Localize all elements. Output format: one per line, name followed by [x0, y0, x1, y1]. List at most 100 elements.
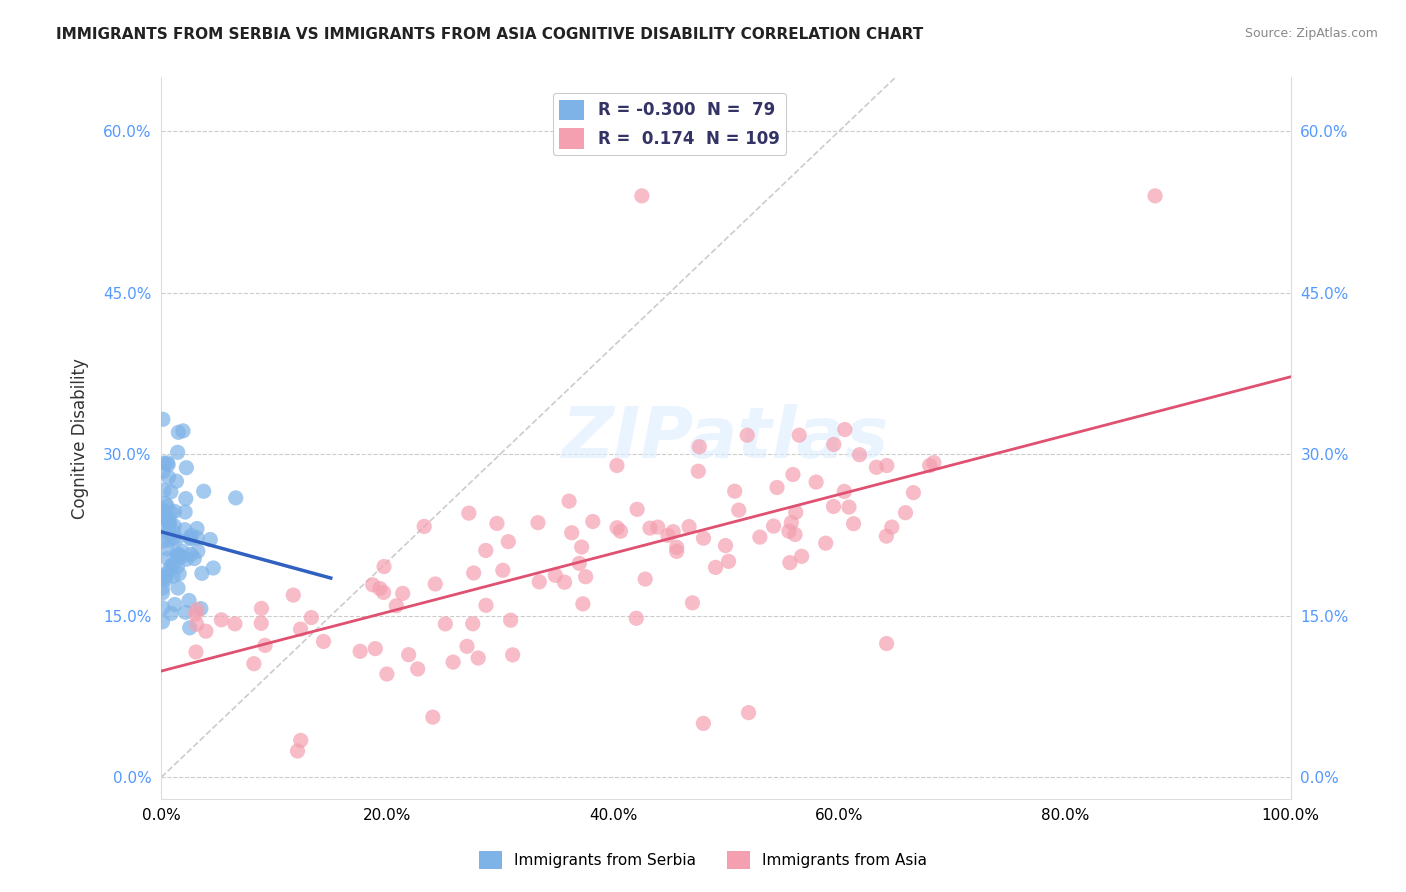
Point: [186, 617, 208, 632]
Point: [287, 744, 309, 758]
Point: [184, 607, 207, 621]
Point: [162, 569, 184, 583]
Point: [626, 502, 648, 516]
Point: [153, 496, 176, 510]
Point: [678, 519, 700, 533]
Point: [169, 549, 191, 563]
Point: [186, 602, 208, 616]
Point: [361, 578, 384, 592]
Point: [413, 519, 436, 533]
Point: [153, 456, 176, 470]
Point: [157, 512, 180, 526]
Point: [179, 531, 201, 545]
Point: [176, 460, 198, 475]
Point: [187, 544, 209, 558]
Point: [838, 500, 860, 514]
Point: [163, 557, 186, 571]
Point: [737, 706, 759, 720]
Point: [250, 601, 273, 615]
Point: [167, 566, 190, 581]
Point: [225, 491, 247, 505]
Point: [160, 484, 183, 499]
Point: [159, 516, 181, 531]
Point: [349, 644, 371, 658]
Point: [190, 601, 212, 615]
Text: IMMIGRANTS FROM SERBIA VS IMMIGRANTS FROM ASIA COGNITIVE DISABILITY CORRELATION : IMMIGRANTS FROM SERBIA VS IMMIGRANTS FRO…: [56, 27, 924, 42]
Point: [193, 484, 215, 499]
Point: [156, 541, 179, 556]
Point: [665, 541, 688, 555]
Point: [250, 616, 273, 631]
Point: [475, 543, 498, 558]
Point: [166, 532, 188, 546]
Point: [502, 648, 524, 662]
Point: [290, 622, 312, 636]
Point: [364, 641, 387, 656]
Point: [166, 474, 188, 488]
Point: [153, 510, 176, 524]
Point: [157, 470, 180, 484]
Point: [163, 598, 186, 612]
Point: [834, 484, 856, 499]
Point: [848, 448, 870, 462]
Point: [152, 534, 174, 549]
Point: [167, 581, 190, 595]
Point: [582, 515, 605, 529]
Point: [186, 522, 208, 536]
Point: [224, 616, 246, 631]
Point: [634, 572, 657, 586]
Point: [166, 559, 188, 574]
Point: [163, 519, 186, 533]
Text: ZIPatlas: ZIPatlas: [562, 403, 890, 473]
Point: [456, 640, 478, 654]
Point: [575, 570, 598, 584]
Point: [160, 558, 183, 573]
Point: [152, 412, 174, 426]
Point: [727, 503, 749, 517]
Point: [375, 667, 398, 681]
Point: [160, 607, 183, 621]
Point: [688, 464, 710, 478]
Point: [180, 528, 202, 542]
Point: [571, 540, 593, 554]
Point: [172, 424, 194, 438]
Point: [156, 514, 179, 528]
Point: [373, 559, 395, 574]
Point: [903, 485, 925, 500]
Point: [184, 645, 207, 659]
Point: [823, 437, 845, 451]
Point: [422, 710, 444, 724]
Point: [152, 465, 174, 479]
Point: [880, 520, 903, 534]
Point: [254, 639, 277, 653]
Point: [176, 552, 198, 566]
Point: [554, 575, 576, 590]
Point: [368, 582, 391, 596]
Point: [183, 551, 205, 566]
Point: [166, 547, 188, 561]
Legend: R = -0.300  N =  79, R =  0.174  N = 109: R = -0.300 N = 79, R = 0.174 N = 109: [553, 93, 786, 155]
Point: [200, 533, 222, 547]
Point: [463, 566, 485, 580]
Point: [156, 456, 179, 470]
Point: [163, 504, 186, 518]
Point: [173, 523, 195, 537]
Point: [152, 506, 174, 520]
Point: [167, 425, 190, 440]
Point: [155, 573, 177, 587]
Point: [391, 586, 413, 600]
Point: [558, 494, 581, 508]
Point: [202, 561, 225, 575]
Point: [156, 516, 179, 530]
Point: [152, 615, 174, 629]
Point: [876, 636, 898, 650]
Point: [170, 550, 193, 565]
Point: [434, 616, 457, 631]
Point: [688, 440, 710, 454]
Point: [631, 189, 654, 203]
Point: [647, 520, 669, 534]
Point: [790, 549, 813, 564]
Point: [167, 548, 190, 562]
Point: [544, 568, 567, 582]
Point: [894, 506, 917, 520]
